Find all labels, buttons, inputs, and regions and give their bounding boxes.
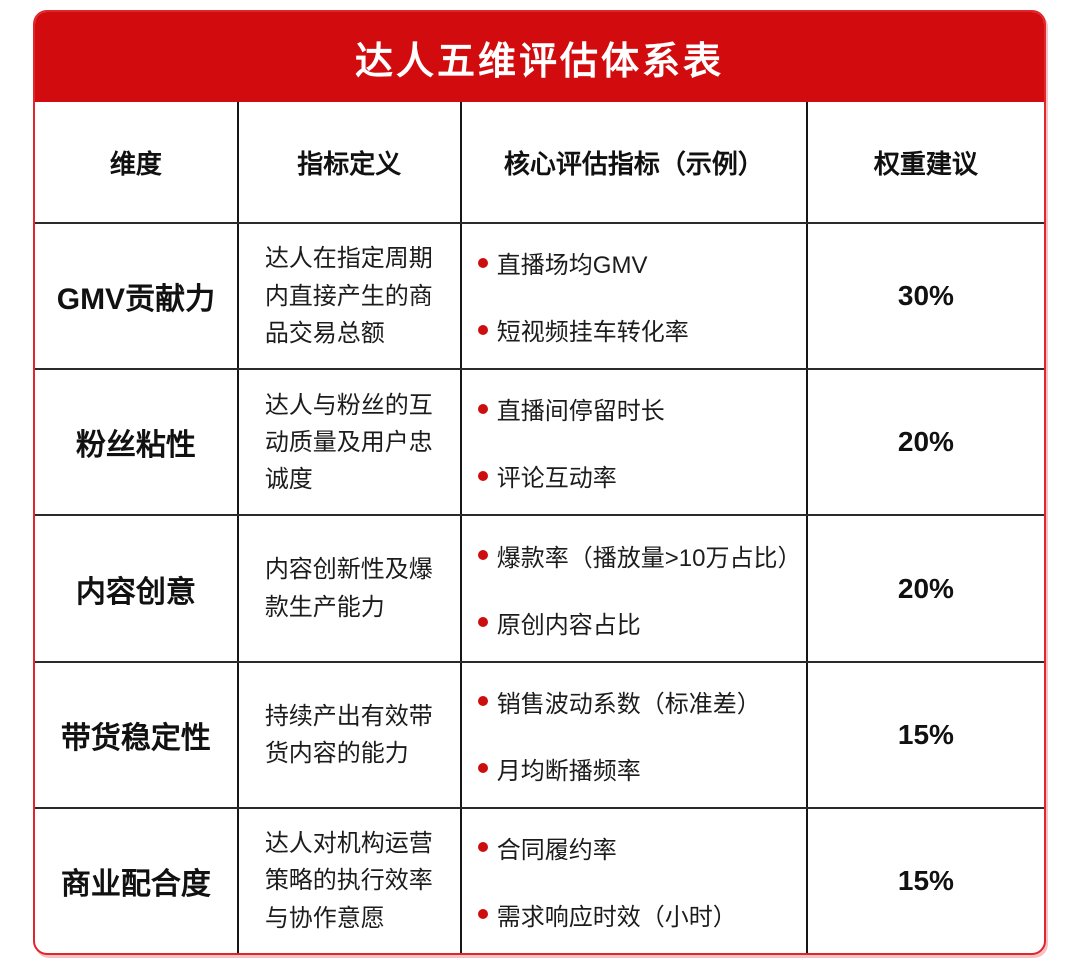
weight-cell: 15%	[897, 718, 954, 750]
indicators-cell: 爆款率（播放量>10万占比） 原创内容占比	[462, 516, 810, 661]
column-header-weight: 权重建议	[873, 148, 978, 179]
bullet-icon	[477, 909, 488, 920]
indicator-item: 合同履约率	[477, 830, 798, 865]
column-header-indicators: 核心评估指标（示例）	[462, 102, 808, 222]
evaluation-table-card: 达人五维评估体系表 维度 指标定义 核心评估指标（示例） 权重建议 GMV贡献力…	[33, 10, 1046, 955]
table-row: 带货稳定性 持续产出有效带货内容的能力 销售波动系数（标准差） 月均断播频率 15…	[35, 660, 1044, 807]
dimension-cell: 带货稳定性	[35, 662, 239, 807]
indicator-item: 评论互动率	[477, 458, 798, 493]
indicators-cell: 直播场均GMV 短视频挂车转化率	[462, 224, 808, 369]
bullet-icon	[477, 257, 488, 268]
bullet-icon	[477, 617, 488, 627]
column-header-definition: 指标定义	[239, 102, 462, 222]
table-row: GMV贡献力 达人在指定周期内直接产生的商品交易总额 直播场均GMV 短视频挂车转…	[35, 222, 1044, 369]
weight-cell: 20%	[897, 426, 954, 458]
bullet-icon	[477, 842, 488, 853]
column-header-dimension: 维度	[35, 102, 239, 222]
bullet-icon	[477, 324, 488, 335]
bullet-icon	[477, 403, 488, 414]
indicator-text: 直播间停留时长	[496, 398, 665, 426]
definition-cell: 持续产出有效带货内容的能力	[239, 662, 462, 807]
indicator-item: 直播间停留时长	[477, 391, 798, 426]
indicator-text: 短视频挂车转化率	[496, 319, 689, 347]
table-body: GMV贡献力 达人在指定周期内直接产生的商品交易总额 直播场均GMV 短视频挂车转…	[35, 222, 1044, 953]
page-title: 达人五维评估体系表	[354, 40, 724, 83]
table-row: 商业配合度 达人对机构运营策略的执行效率与协作意愿 合同履约率需求响应时效（小时…	[35, 806, 1044, 953]
indicator-list: 直播间停留时长 评论互动率	[462, 370, 806, 514]
indicator-text: 评论互动率	[496, 465, 617, 493]
indicator-text: 合同履约率	[496, 836, 617, 864]
indicator-text: 直播场均GMV	[496, 252, 648, 280]
definition-cell: 内容创新性及爆款生产能力	[239, 516, 462, 661]
indicator-list: 合同履约率需求响应时效（小时）	[462, 809, 806, 953]
indicator-item: 销售波动系数（标准差）	[477, 684, 798, 719]
indicator-item: 需求响应时效（小时）	[477, 897, 798, 932]
bullet-icon	[477, 696, 488, 707]
indicators-cell: 销售波动系数（标准差） 月均断播频率	[462, 662, 808, 807]
weight-cell: 20%	[897, 572, 954, 604]
indicators-cell: 直播间停留时长 评论互动率	[462, 370, 808, 515]
dimension-cell: 内容创意	[35, 516, 239, 661]
indicator-item: 原创内容占比	[477, 605, 802, 640]
indicator-text: 月均断播频率	[496, 757, 641, 785]
indicator-text: 爆款率（播放量>10万占比）	[496, 544, 802, 572]
indicator-text: 需求响应时效（小时）	[496, 903, 737, 931]
indicator-text: 销售波动系数（标准差）	[496, 690, 761, 718]
indicator-item: 月均断播频率	[477, 751, 798, 786]
weight-cell: 30%	[897, 280, 954, 312]
indicator-list: 销售波动系数（标准差） 月均断播频率	[462, 663, 806, 807]
bullet-icon	[477, 763, 488, 774]
dimension-cell: 粉丝粘性	[35, 370, 239, 515]
definition-cell: 达人在指定周期内直接产生的商品交易总额	[239, 224, 462, 369]
indicator-item: 直播场均GMV	[477, 245, 798, 280]
indicator-item: 爆款率（播放量>10万占比）	[477, 538, 802, 573]
indicator-text: 原创内容占比	[496, 611, 641, 639]
table-title-banner: 达人五维评估体系表	[35, 12, 1044, 102]
indicator-list: 直播场均GMV 短视频挂车转化率	[462, 224, 806, 368]
weight-cell: 15%	[897, 864, 954, 896]
bullet-icon	[477, 550, 488, 560]
dimension-cell: GMV贡献力	[35, 224, 239, 369]
definition-cell: 达人对机构运营策略的执行效率与协作意愿	[239, 808, 462, 953]
indicator-item: 短视频挂车转化率	[477, 312, 798, 347]
table-row: 粉丝粘性 达人与粉丝的互动质量及用户忠诚度 直播间停留时长 评论互动率 20%	[35, 368, 1044, 515]
table-row: 内容创意 内容创新性及爆款生产能力 爆款率（播放量>10万占比） 原创内容占比 2…	[35, 514, 1044, 661]
indicators-cell: 合同履约率需求响应时效（小时）	[462, 808, 808, 953]
table-header-row: 维度 指标定义 核心评估指标（示例） 权重建议	[35, 102, 1044, 222]
dimension-cell: 商业配合度	[35, 808, 239, 953]
indicator-list: 爆款率（播放量>10万占比） 原创内容占比	[462, 516, 810, 660]
bullet-icon	[477, 470, 488, 481]
definition-cell: 达人与粉丝的互动质量及用户忠诚度	[239, 370, 462, 515]
